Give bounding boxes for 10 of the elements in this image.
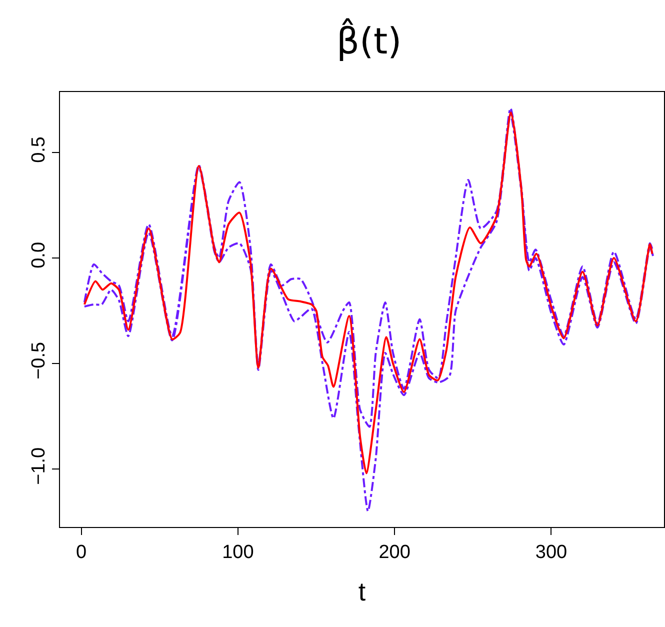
x-tick-label: 0 [76,542,87,563]
y-tick-label: −0.5 [28,342,50,380]
y-tick-label: 0.0 [28,242,50,268]
y-tick-label: −1.0 [28,447,50,485]
x-tick-label: 300 [535,542,568,563]
x-axis-title: t [358,576,366,606]
y-tick-label: 0.5 [28,136,50,163]
chart-title: β̂(t) [336,18,402,62]
x-tick-label: 200 [378,542,410,563]
x-tick-label: 100 [222,542,254,563]
